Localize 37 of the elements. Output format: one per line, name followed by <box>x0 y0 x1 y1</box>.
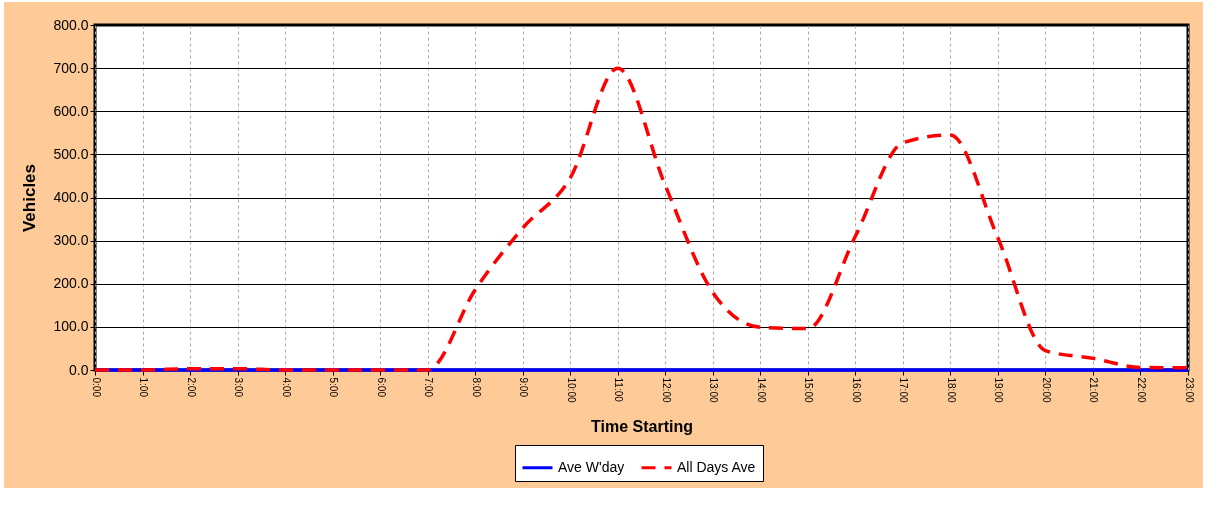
x-tick-label: 15:00 <box>803 377 815 403</box>
y-tick-label: 400.0 <box>53 189 89 205</box>
x-tick-label: 18:00 <box>945 377 957 403</box>
x-tick-label: 19:00 <box>993 377 1005 403</box>
y-tick-label: 300.0 <box>53 232 89 249</box>
x-tick-label: 23:00 <box>1183 377 1195 403</box>
y-tick-label: 700.0 <box>53 59 89 76</box>
x-tick-label: 11:00 <box>613 377 625 403</box>
x-axis-title: Time Starting <box>591 417 693 435</box>
x-tick-label: 14:00 <box>755 377 767 403</box>
x-tick-label: 5:00 <box>328 377 340 398</box>
x-tick-label: 16:00 <box>850 377 862 403</box>
x-tick-label: 20:00 <box>1040 377 1052 403</box>
x-tick-label: 4:00 <box>280 377 292 398</box>
x-tick-label: 17:00 <box>898 377 910 403</box>
x-tick-label: 13:00 <box>708 377 720 403</box>
y-tick-label: 600.0 <box>53 102 89 119</box>
y-tick-label: 200.0 <box>53 275 89 292</box>
y-tick-label: 100.0 <box>53 318 89 335</box>
x-tick-label: 2:00 <box>185 377 197 398</box>
x-tick-label: 6:00 <box>375 377 387 398</box>
legend-label: All Days Ave <box>677 458 756 475</box>
x-tick-label: 12:00 <box>660 377 672 403</box>
x-tick-label: 1:00 <box>138 377 150 398</box>
x-tick-label: 22:00 <box>1135 377 1147 403</box>
legend-label: Ave W'day <box>558 458 625 475</box>
y-tick-label: 0.0 <box>69 361 89 378</box>
y-axis-title: Vehicles <box>20 163 40 233</box>
x-tick-label: 21:00 <box>1088 377 1100 403</box>
x-tick-label: 3:00 <box>233 377 245 398</box>
x-tick-label: 9:00 <box>518 377 530 398</box>
x-tick-label: 0:00 <box>90 377 102 398</box>
x-tick-label: 7:00 <box>423 377 435 398</box>
x-tick-label: 8:00 <box>470 377 482 398</box>
x-tick-label: 10:00 <box>565 377 577 403</box>
y-tick-label: 800.0 <box>53 16 89 33</box>
y-tick-label: 500.0 <box>53 145 89 162</box>
